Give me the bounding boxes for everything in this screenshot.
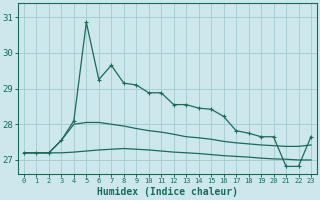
X-axis label: Humidex (Indice chaleur): Humidex (Indice chaleur) (97, 187, 238, 197)
